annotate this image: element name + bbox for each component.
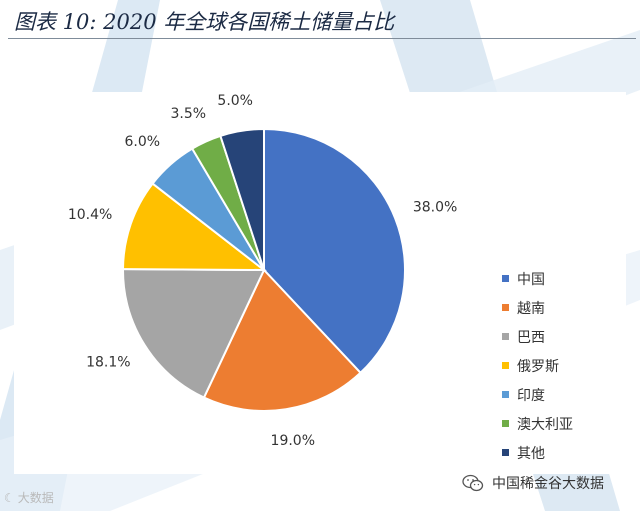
pie-slice — [122, 268, 266, 399]
legend-label: 印度 — [517, 387, 545, 404]
legend-item: 其他 — [502, 438, 573, 467]
slice-value-label: 19.0% — [271, 433, 315, 449]
slice-value-label: 6.0% — [125, 134, 161, 150]
legend-swatch — [502, 391, 509, 398]
legend-item: 印度 — [502, 380, 573, 409]
legend-item: 澳大利亚 — [502, 409, 573, 438]
slice-value-label: 10.4% — [68, 207, 112, 223]
chart-legend: 中国越南巴西俄罗斯印度澳大利亚其他 — [502, 264, 573, 467]
legend-label: 俄罗斯 — [517, 358, 559, 375]
slice-value-label: 3.5% — [170, 106, 206, 122]
legend-label: 其他 — [517, 445, 545, 462]
title-underline — [8, 38, 636, 39]
legend-label: 中国 — [517, 271, 545, 288]
legend-swatch — [502, 275, 509, 282]
slice-value-label: 18.1% — [86, 355, 130, 371]
legend-label: 越南 — [517, 300, 545, 317]
legend-label: 巴西 — [517, 329, 545, 346]
slice-value-label: 5.0% — [217, 93, 253, 109]
legend-item: 巴西 — [502, 322, 573, 351]
pie-slice — [202, 268, 362, 412]
legend-item: 中国 — [502, 264, 573, 293]
source-credit: 中国稀金谷大数据 — [462, 473, 604, 493]
pie-slice — [121, 182, 267, 272]
watermark-icon: ☾ — [4, 490, 15, 505]
figure-title: 图表 10: 2020 年全球各国稀土储量占比 — [14, 10, 395, 34]
legend-item: 俄罗斯 — [502, 351, 573, 380]
source-watermark: ☾ 大数据 — [4, 489, 54, 506]
slice-value-label: 38.0% — [413, 200, 457, 216]
legend-swatch — [502, 362, 509, 369]
watermark-text: 大数据 — [17, 491, 54, 505]
pie-slice — [263, 127, 406, 375]
chart-panel: 38.0% 19.0% 18.1% 10.4% 6.0% 3.5% 5.0% 中国越南巴西俄… — [14, 92, 626, 474]
legend-swatch — [502, 333, 509, 340]
legend-swatch — [502, 420, 509, 427]
legend-label: 澳大利亚 — [517, 416, 573, 433]
legend-item: 越南 — [502, 293, 573, 322]
pie-slice — [219, 127, 265, 271]
legend-swatch — [502, 304, 509, 311]
figure-header: 图表 10: 2020 年全球各国稀土储量占比 — [0, 0, 640, 40]
wechat-icon — [462, 474, 484, 492]
source-account-name: 中国稀金谷大数据 — [492, 476, 604, 492]
legend-swatch — [502, 449, 509, 456]
pie-chart: 38.0% 19.0% 18.1% 10.4% 6.0% 3.5% 5.0% — [68, 93, 457, 449]
